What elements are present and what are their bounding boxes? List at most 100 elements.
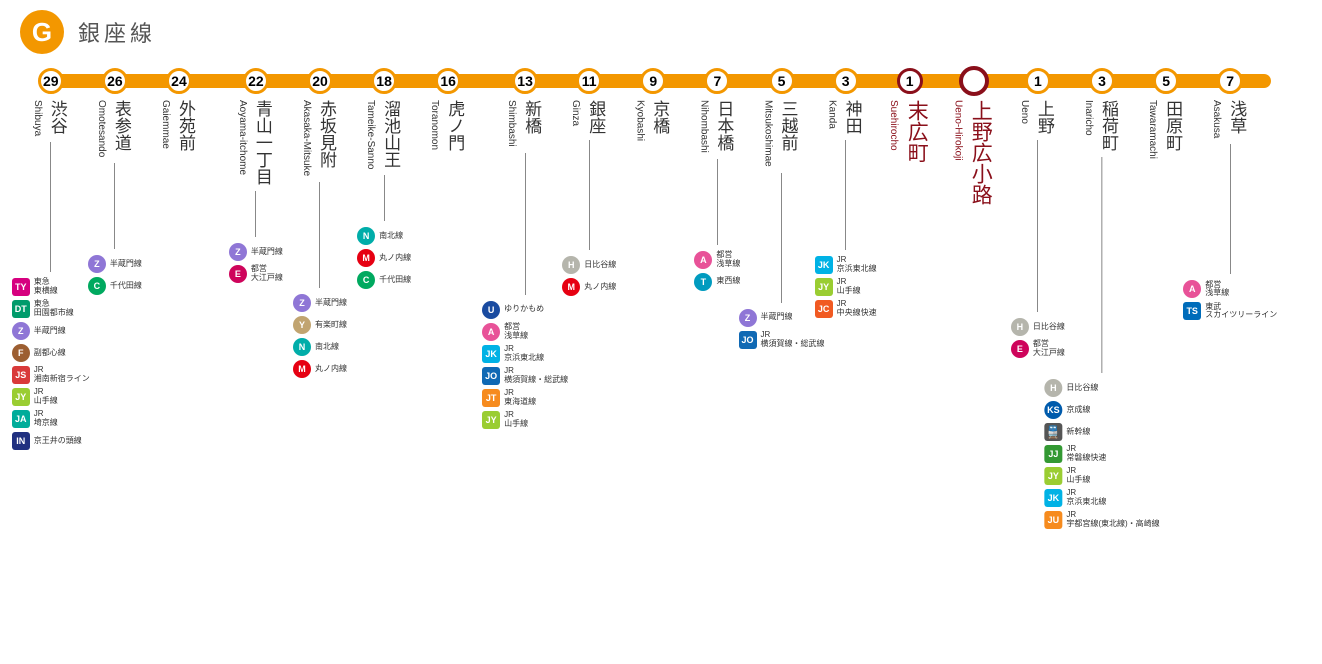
transfer-item: JYJR山手線 [1044,467,1159,485]
station-dot-5: 18 [371,68,397,94]
transfer-label: JR京浜東北線 [837,256,877,274]
transfer-badge: JK [482,345,500,363]
transfer-item: JJJR常磐線快速 [1044,445,1159,463]
transfer-list: Z半蔵門線Y有楽町線N南北線M丸ノ内線 [293,294,347,378]
transfer-badge: JY [482,411,500,429]
transfer-label: 都営浅草線 [504,323,528,341]
transfer-label: JR山手線 [1066,467,1090,485]
station-name-en: Ueno-Hirokoji [952,100,963,205]
transfer-badge: M [293,360,311,378]
transfer-item: JCJR中央線快速 [815,300,877,318]
connector-line [1101,157,1102,373]
station-dot-15: 1 [1025,68,1051,94]
station-dot-0: 29 [38,68,64,94]
transfer-label: JR埼京線 [34,410,58,428]
station-name-ja: 日本橋 [711,100,736,153]
transfer-label: JR横須賀線・総武線 [761,331,825,349]
connector-line [384,175,385,221]
line-header: G 銀座線 [20,10,1302,54]
transfer-label: 東急東横線 [34,278,58,296]
transfer-label: JR山手線 [34,388,58,406]
transfer-badge: Z [88,255,106,273]
transfer-label: 半蔵門線 [34,327,66,336]
station-dot-12: 3 [833,68,859,94]
station-name: 渋谷Shibuya [32,100,70,136]
transfer-badge: A [694,251,712,269]
transfer-badge: C [88,277,106,295]
station-name-ja: 田原町 [1160,100,1185,159]
transfer-item: H日比谷線 [1044,379,1159,397]
transfer-label: 東急田園都市線 [34,300,74,318]
transfer-label: JR京浜東北線 [504,345,544,363]
station-name: 浅草Asakusa [1211,100,1249,138]
transfer-item: M丸ノ内線 [562,278,616,296]
transfer-item: E都営大江戸線 [229,265,283,283]
station-dot-7: 13 [512,68,538,94]
connector-line [589,140,590,250]
transfer-label: 京王井の頭線 [34,437,82,446]
transfer-badge: DT [12,300,30,318]
transfer-list: H日比谷線M丸ノ内線 [562,256,616,296]
station-col-17: 田原町Tawaramachi [1147,100,1185,159]
transfer-label: 日比谷線 [1066,384,1098,393]
transfer-badge: JT [482,389,500,407]
transfer-list: A都営浅草線TS東武スカイツリーライン [1183,280,1277,320]
transfer-label: JR横須賀線・総武線 [504,367,568,385]
transfer-item: KS京成線 [1044,401,1159,419]
connector-line [50,142,51,272]
transfer-item: JTJR東海道線 [482,389,568,407]
station-col-14: 上野広小路Ueno-Hirokoji [952,100,995,205]
transfer-label: 都営大江戸線 [251,265,283,283]
station-col-11: 三越前MitsukoshimaeZ半蔵門線JOJR横須賀線・総武線 [739,100,825,349]
transfer-badge: IN [12,432,30,450]
station-name-ja: 渋谷 [45,100,70,136]
transfer-item: A都営浅草線 [694,251,740,269]
station-name: 三越前Mitsukoshimae [763,100,801,167]
transfer-badge: KS [1044,401,1062,419]
station-name-ja: 末広町 [901,100,931,163]
connector-line [114,163,115,249]
station-name-ja: 三越前 [776,100,801,167]
transfer-badge: H [562,256,580,274]
transfer-label: 南北線 [315,343,339,352]
transfer-item: C千代田線 [357,271,411,289]
transfer-item: N南北線 [293,338,347,356]
transfer-item: F副都心線 [12,344,90,362]
station-dot-8: 11 [576,68,602,94]
transfer-label: 半蔵門線 [315,299,347,308]
transfer-badge: 🚆 [1044,423,1062,441]
station-name-en: Akasaka-Mitsuke [301,100,312,176]
transfer-badge: JS [12,366,30,384]
transfer-list: JKJR京浜東北線JYJR山手線JCJR中央線快速 [815,256,877,318]
station-col-10: 日本橋NihombashiA都営浅草線T東西線 [694,100,740,291]
station-name-ja: 溜池山王 [378,100,403,169]
connector-line [319,182,320,288]
transfer-badge: JK [815,256,833,274]
station-name-ja: 青山一丁目 [250,100,275,185]
station-dot-13: 1 [897,68,923,94]
connector-line [255,191,256,237]
connector-line [1037,140,1038,312]
transfer-item: JSJR湘南新宿ライン [12,366,90,384]
transfer-badge: JJ [1044,445,1062,463]
station-name-ja: 新橋 [519,100,544,147]
transfer-label: 半蔵門線 [761,313,793,322]
station-col-6: 虎ノ門Toranomon [429,100,467,151]
station-dot-3: 22 [243,68,269,94]
station-name-ja: 虎ノ門 [442,100,467,151]
transfer-badge: F [12,344,30,362]
transfer-badge: TY [12,278,30,296]
station-name-en: Ginza [570,100,581,134]
transfer-badge: N [357,227,375,245]
station-col-16: 稲荷町InarichoH日比谷線KS京成線🚆新幹線JJJR常磐線快速JYJR山手… [1044,100,1159,529]
transfer-item: TY東急東横線 [12,278,90,296]
station-col-18: 浅草Asakusa A都営浅草線TS東武スカイツリーライン [1183,100,1277,320]
transfer-item: M丸ノ内線 [357,249,411,267]
station-dot-14 [959,66,989,96]
transfer-item: Z半蔵門線 [229,243,283,261]
station-col-12: 神田KandaJKJR京浜東北線JYJR山手線JCJR中央線快速 [815,100,877,318]
station-dot-10: 7 [704,68,730,94]
station-name-ja: 京橋 [647,100,672,141]
station-name-en: Gaiemmae [160,100,171,151]
transfer-item: Uゆりかもめ [482,301,568,319]
